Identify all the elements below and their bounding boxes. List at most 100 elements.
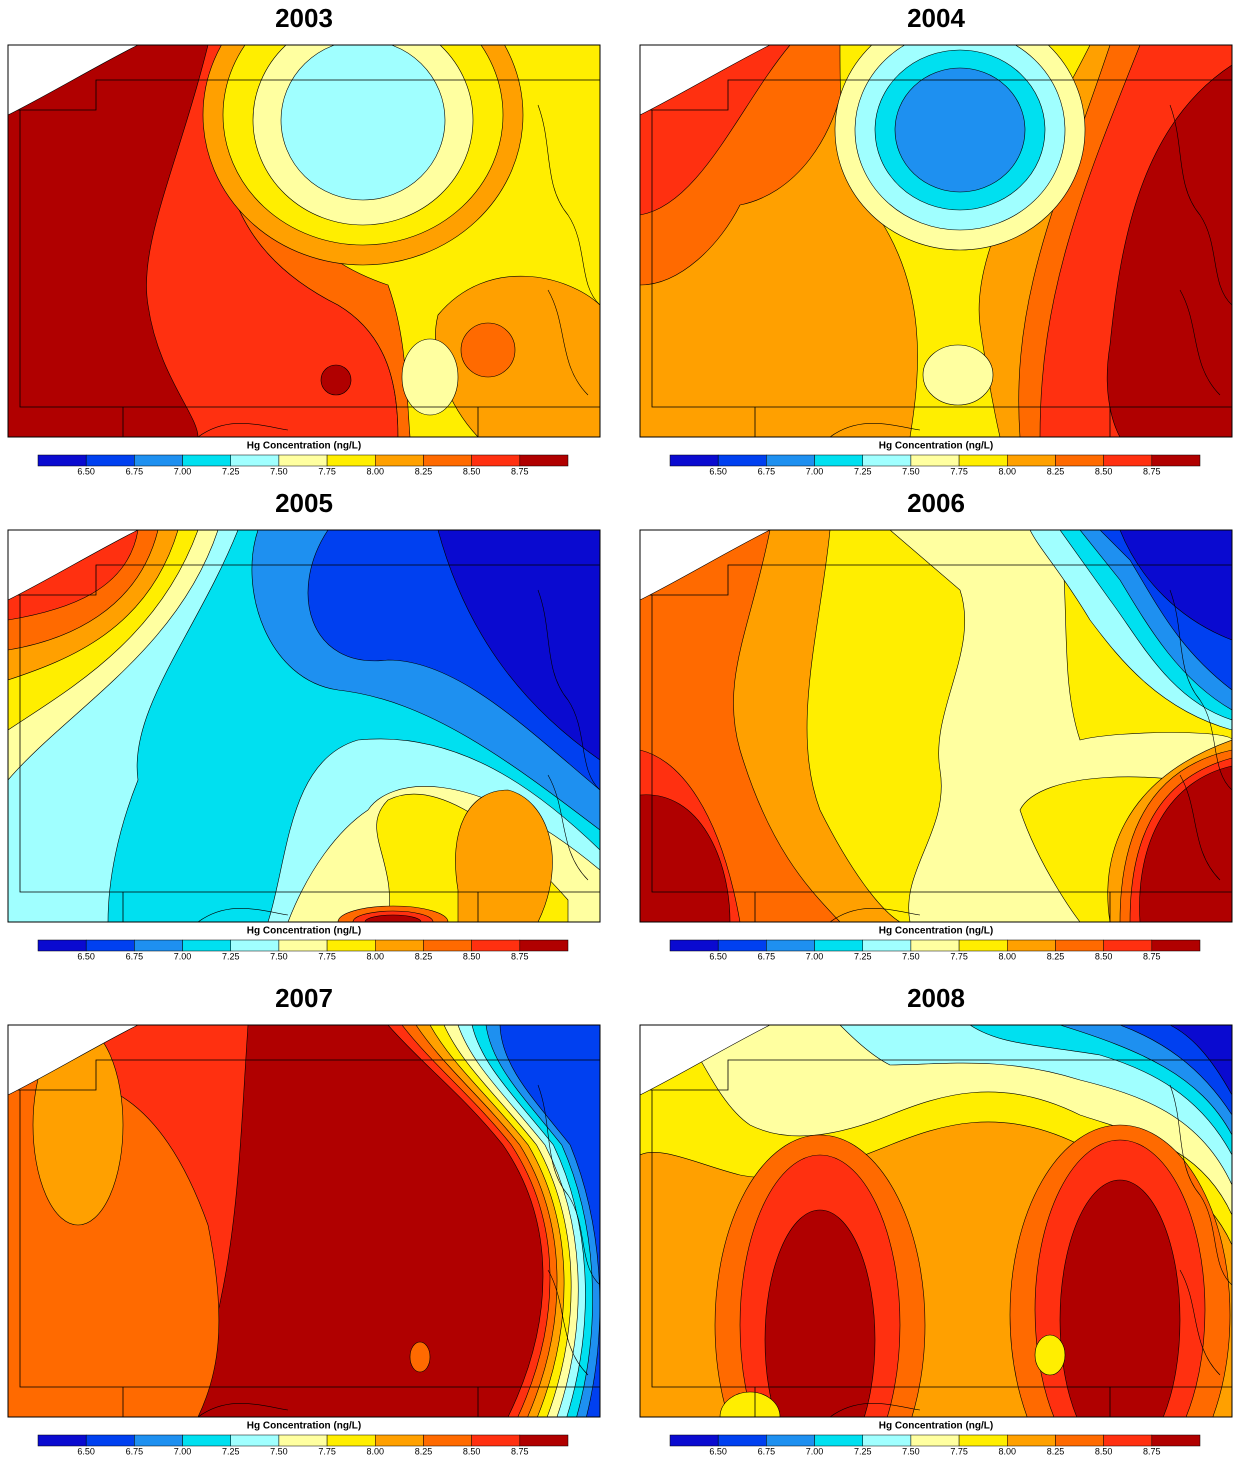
colorbar-tick-label: 8.50 [1095, 466, 1113, 476]
colorbar-box [85, 454, 135, 467]
colorbar-tick-label: 7.25 [854, 951, 872, 961]
colorbar-box [326, 454, 376, 467]
colorbar-label: Hg Concentration (ng/L) [879, 1421, 993, 1432]
colorbar-tick-label: 6.75 [758, 1446, 776, 1456]
colorbar-box [471, 454, 521, 467]
colorbar-tick-label: 7.50 [902, 466, 920, 476]
river-border [197, 1084, 600, 1417]
colorbar-box [182, 1434, 231, 1447]
state-border [650, 564, 1232, 922]
colorbar-tick-label: 8.00 [999, 951, 1017, 961]
colorbar-tick-label: 6.75 [758, 466, 776, 476]
colorbar-tick-label: 8.75 [1143, 1446, 1161, 1456]
colorbar-tick-label: 8.75 [1143, 466, 1161, 476]
colorbar-box [134, 939, 183, 952]
colorbar-box [375, 1434, 424, 1447]
contour-map [640, 530, 1232, 922]
colorbar-tick-label: 8.00 [367, 466, 385, 476]
colorbar-tick-label: 7.00 [806, 466, 824, 476]
colorbar-box [766, 454, 815, 467]
state-border [18, 79, 600, 437]
colorbar-tick-label: 8.50 [463, 466, 481, 476]
colorbar-tick-label: 6.50 [77, 951, 95, 961]
colorbar-box [1007, 1434, 1056, 1447]
contour-fill [1139, 765, 1232, 922]
contour-fill [764, 1209, 876, 1417]
panel-title: 2005 [275, 488, 333, 518]
contour-fill [640, 794, 731, 922]
contour-map [8, 45, 600, 437]
colorbar-box [814, 939, 863, 952]
colorbar-box [862, 939, 912, 952]
colorbar-tick-label: 8.50 [463, 1446, 481, 1456]
panel-title: 2008 [907, 983, 965, 1013]
panel-title: 2003 [275, 3, 333, 33]
colorbar-tick-label: 7.75 [950, 466, 968, 476]
colorbar-box [1103, 939, 1153, 952]
colorbar-box [669, 1434, 719, 1447]
colorbar-box [958, 454, 1008, 467]
colorbar-tick-label: 8.25 [415, 1446, 433, 1456]
colorbar-tick-label: 7.00 [174, 1446, 192, 1456]
colorbar-tick-label: 8.50 [1095, 951, 1113, 961]
colorbar-tick-label: 7.00 [806, 951, 824, 961]
colorbar-tick-label: 7.00 [806, 1446, 824, 1456]
colorbar-tick-label: 7.75 [950, 951, 968, 961]
no-data-area [640, 45, 771, 116]
colorbar-box [862, 1434, 912, 1447]
panel-title: 2007 [275, 983, 333, 1013]
colorbar-box [423, 1434, 472, 1447]
colorbar-tick-label: 7.50 [270, 466, 288, 476]
colorbar-tick-label: 6.50 [77, 466, 95, 476]
colorbar-tick-label: 6.75 [126, 951, 144, 961]
colorbar-tick-label: 7.75 [318, 1446, 336, 1456]
colorbar-box [471, 939, 521, 952]
colorbar-tick-label: 8.00 [367, 1446, 385, 1456]
colorbar-box [1055, 939, 1104, 952]
colorbar-label: Hg Concentration (ng/L) [247, 926, 361, 937]
contour-fill [437, 530, 600, 761]
colorbar-box [182, 454, 231, 467]
colorbar-tick-label: 7.75 [950, 1446, 968, 1456]
contour-map [640, 45, 1232, 437]
contour-map [8, 530, 600, 922]
colorbar-tick-label: 8.00 [999, 1446, 1017, 1456]
contour-fill [922, 344, 994, 406]
colorbar-box [326, 1434, 376, 1447]
colorbar-box [37, 1434, 87, 1447]
colorbar-tick-label: 7.00 [174, 951, 192, 961]
colorbar-tick-label: 7.00 [174, 466, 192, 476]
colorbar-box [375, 454, 424, 467]
map-frame [639, 44, 1233, 438]
colorbar-tick-label: 6.75 [126, 466, 144, 476]
colorbar-box [1151, 939, 1201, 952]
colorbar-box [37, 454, 87, 467]
panel-title: 2004 [907, 3, 965, 33]
state-border [18, 1059, 600, 1417]
river-border [829, 589, 1232, 922]
colorbar-box [519, 1434, 569, 1447]
colorbar-box [278, 1434, 328, 1447]
colorbar-tick-label: 7.25 [854, 1446, 872, 1456]
colorbar-box [230, 1434, 280, 1447]
no-data-area [8, 1025, 139, 1096]
contour-fill [719, 1391, 781, 1417]
colorbar-box [669, 454, 719, 467]
contour-map [8, 1025, 600, 1417]
colorbar-tick-label: 7.25 [222, 1446, 240, 1456]
colorbar-box [814, 454, 863, 467]
colorbar-box [862, 454, 912, 467]
colorbar-box [85, 939, 135, 952]
colorbar-box [910, 454, 960, 467]
colorbar-tick-label: 7.25 [222, 951, 240, 961]
colorbar-box [278, 939, 328, 952]
contour-fill [8, 45, 209, 437]
colorbar-box [814, 1434, 863, 1447]
colorbar-tick-label: 8.00 [999, 466, 1017, 476]
colorbar-box [230, 939, 280, 952]
colorbar-box [910, 1434, 960, 1447]
colorbar-tick-label: 8.75 [511, 466, 529, 476]
colorbar-box [717, 1434, 767, 1447]
